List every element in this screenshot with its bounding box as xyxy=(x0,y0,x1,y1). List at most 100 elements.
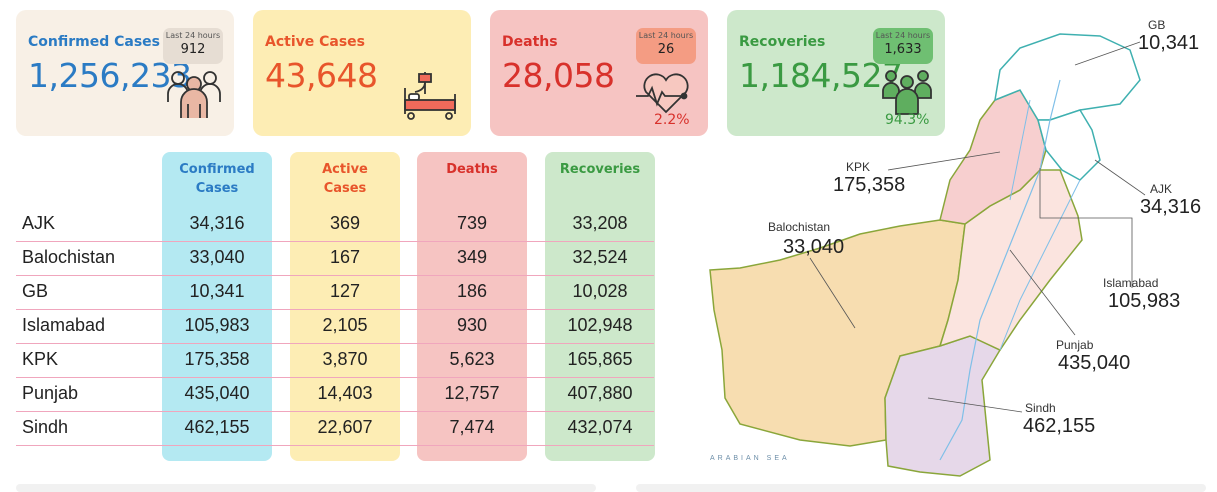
header-line1: Deaths xyxy=(446,162,498,177)
people-group-icon xyxy=(167,71,221,118)
deaths-cell: 7,474 xyxy=(449,417,495,437)
deaths-cell: 5,623 xyxy=(449,349,495,369)
map-region-punjab xyxy=(938,169,1083,351)
confirmed-cell: 435,040 xyxy=(184,383,250,403)
islamabad-callout-label: Islamabad xyxy=(1103,276,1159,290)
last24-value: 912 xyxy=(180,42,206,57)
confirmed-cases-card: Confirmed Cases 1,256,233 Last 24 hours … xyxy=(16,10,234,136)
sindh-callout-value: 462,155 xyxy=(1023,415,1096,437)
region-name: Punjab xyxy=(22,383,79,403)
islamabad-callout-line xyxy=(1039,168,1133,288)
header-active: Active Cases xyxy=(290,160,400,198)
recoveries-cell: 10,028 xyxy=(572,281,628,301)
recoveries-cell: 32,524 xyxy=(572,247,628,267)
ajk-callout-line xyxy=(1094,159,1146,196)
deaths-cell: 12,757 xyxy=(444,383,500,403)
row-divider xyxy=(16,445,654,446)
gb-callout-line xyxy=(1074,41,1141,66)
bottom-panel-right xyxy=(636,484,1206,492)
last24-value: 1,633 xyxy=(884,42,922,57)
gb-callout-label: GB xyxy=(1148,18,1166,32)
map-river xyxy=(1009,99,1031,201)
kpk-callout-value: 175,358 xyxy=(833,174,906,196)
region-name: KPK xyxy=(22,349,59,369)
region-name: Islamabad xyxy=(22,315,106,335)
confirmed-column-bg xyxy=(162,152,272,461)
ajk-callout-value: 34,316 xyxy=(1140,196,1202,218)
recoveries-title: Recoveries xyxy=(739,34,826,50)
confirmed-cell: 33,040 xyxy=(189,247,245,267)
last24-label: Last 24 hours xyxy=(875,31,931,40)
active-cases-value: 43,648 xyxy=(265,56,378,95)
punjab-callout-line xyxy=(1009,249,1076,336)
bottom-panel-left xyxy=(16,484,596,492)
confirmed-cell: 462,155 xyxy=(184,417,250,437)
last24-label: Last 24 hours xyxy=(638,31,694,40)
sindh-callout-label: Sindh xyxy=(1025,401,1056,415)
active-column-bg xyxy=(290,152,400,461)
confirmed-cell: 175,358 xyxy=(184,349,250,369)
region-name: Balochistan xyxy=(22,247,116,267)
confirmed-last24-badge: Last 24 hours 912 xyxy=(163,28,223,64)
region-name: GB xyxy=(22,281,49,301)
deaths-column-bg xyxy=(417,152,527,461)
kpk-callout-label: KPK xyxy=(846,160,871,174)
active-cell: 3,870 xyxy=(322,349,368,369)
map-region-sindh xyxy=(884,335,1002,477)
header-line1: Confirmed xyxy=(179,162,255,177)
confirmed-cell: 10,341 xyxy=(189,281,245,301)
deaths-percentage: 2.2% xyxy=(654,112,690,128)
balochistan-callout-value: 33,040 xyxy=(783,236,845,258)
recoveries-cell: 407,880 xyxy=(567,383,633,403)
deaths-value: 28,058 xyxy=(502,56,615,95)
recoveries-percentage: 94.3% xyxy=(885,112,930,128)
active-cell: 369 xyxy=(329,213,361,233)
deaths-cell: 186 xyxy=(456,281,488,301)
header-line1: Recoveries xyxy=(559,162,641,177)
gb-callout-value: 10,341 xyxy=(1138,32,1200,54)
confirmed-cell: 34,316 xyxy=(189,213,245,233)
punjab-callout-value: 435,040 xyxy=(1058,352,1131,374)
last24-value: 26 xyxy=(657,42,675,57)
sea-label: ARABIAN SEA xyxy=(710,455,790,462)
header-deaths: Deaths xyxy=(417,160,527,179)
last24-label: Last 24 hours xyxy=(165,31,221,40)
deaths-card: Deaths 28,058 Last 24 hours 26 2.2% xyxy=(490,10,708,136)
row-divider xyxy=(16,275,654,276)
recoveries-cell: 432,074 xyxy=(567,417,633,437)
active-cell: 127 xyxy=(329,281,361,301)
recoveries-cell: 33,208 xyxy=(572,213,628,233)
region-name: Sindh xyxy=(22,417,69,437)
header-line2: Cases xyxy=(195,181,239,196)
row-divider xyxy=(16,309,654,310)
region-name: AJK xyxy=(22,213,56,233)
confirmed-cases-value: 1,256,233 xyxy=(28,56,192,95)
active-cell: 2,105 xyxy=(322,315,368,335)
row-divider xyxy=(16,241,654,242)
confirmed-cell: 105,983 xyxy=(184,315,250,335)
active-cell: 167 xyxy=(329,247,361,267)
active-cell: 22,607 xyxy=(317,417,373,437)
row-divider xyxy=(16,377,654,378)
recovered-people-icon xyxy=(882,70,932,115)
deaths-title: Deaths xyxy=(502,34,558,50)
active-cell: 14,403 xyxy=(317,383,373,403)
deaths-last24-badge: Last 24 hours 26 xyxy=(636,28,696,64)
deaths-cell: 739 xyxy=(456,213,488,233)
ajk-callout-label: AJK xyxy=(1150,182,1173,196)
kpk-callout-line xyxy=(887,151,1001,171)
punjab-callout-label: Punjab xyxy=(1056,338,1094,352)
active-cases-title: Active Cases xyxy=(265,34,366,50)
recoveries-card: Recoveries 1,184,527 Last 24 hours 1,633… xyxy=(727,10,945,136)
row-divider xyxy=(16,411,654,412)
balochistan-callout-label: Balochistan xyxy=(768,220,831,234)
sindh-callout-line xyxy=(927,397,1023,413)
islamabad-callout-value: 105,983 xyxy=(1108,290,1181,312)
row-divider xyxy=(16,343,654,344)
deaths-cell: 349 xyxy=(456,247,488,267)
recoveries-cell: 165,865 xyxy=(567,349,633,369)
header-line1: Active xyxy=(322,162,368,177)
recoveries-column-bg xyxy=(545,152,655,461)
hospital-bed-icon xyxy=(404,72,456,120)
deaths-cell: 930 xyxy=(456,315,488,335)
